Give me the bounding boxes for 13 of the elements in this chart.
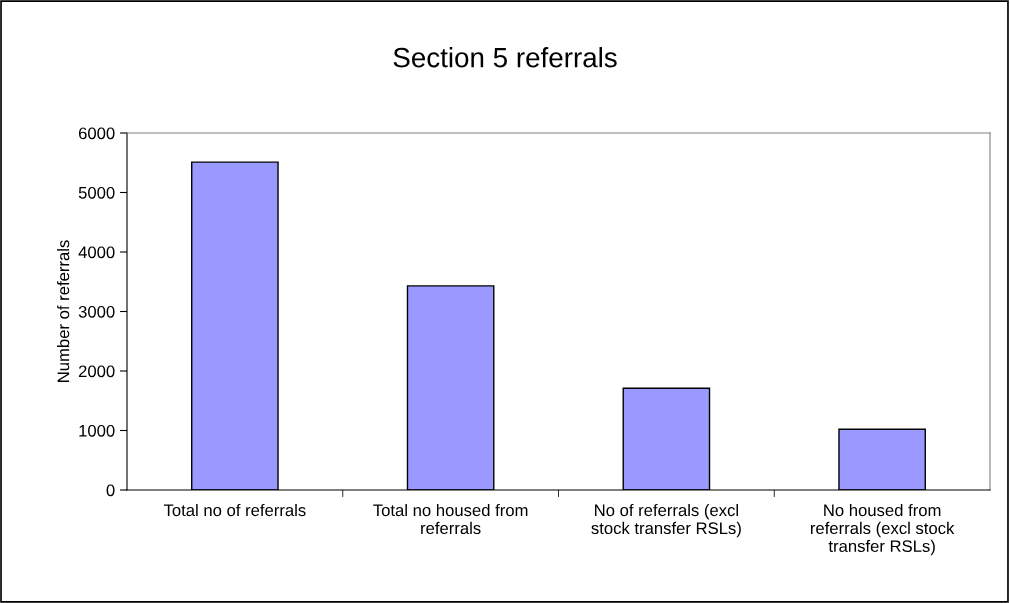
- y-tick-label: 3000: [78, 305, 115, 318]
- x-tick-label: Total no housed from referrals: [373, 503, 528, 535]
- x-tick-label: No housed from referrals (excl stock transfer RSLs): [811, 503, 955, 556]
- y-axis-title: Number of referrals: [57, 240, 70, 382]
- y-tick-label: 6000: [78, 127, 115, 140]
- chart-title: Section 5 referrals: [393, 47, 617, 68]
- y-tick-label: 5000: [78, 186, 115, 199]
- x-tick-label: Total no of referrals: [163, 503, 306, 517]
- y-tick-label: 0: [106, 484, 115, 497]
- y-tick-label: 2000: [78, 365, 115, 378]
- y-tick-label: 4000: [78, 246, 115, 259]
- y-tick-label: 1000: [79, 424, 115, 437]
- x-tick-label: No of referrals (excl stock transfer RSLs): [591, 503, 741, 538]
